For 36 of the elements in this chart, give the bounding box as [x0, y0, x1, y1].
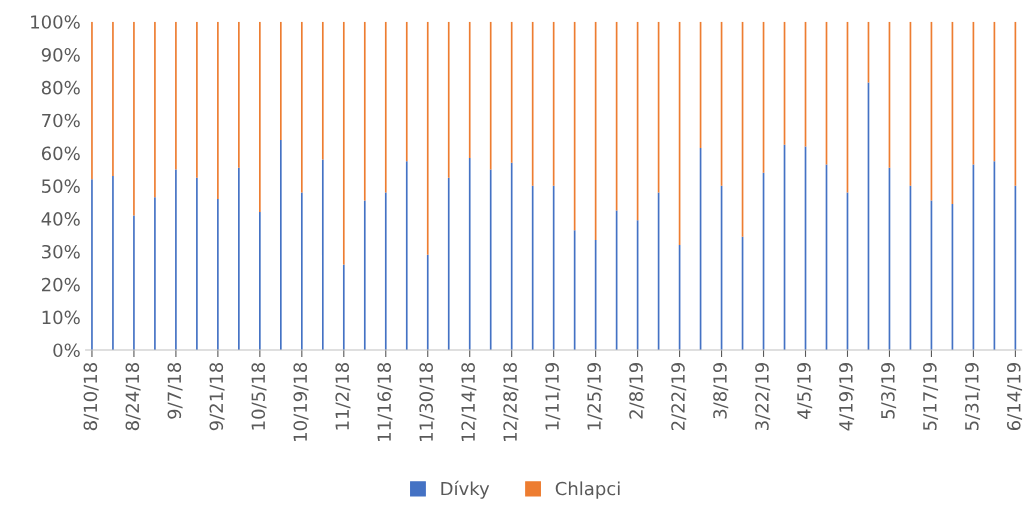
- x-tick-label: 8/24/18: [125, 363, 141, 431]
- x-tick-label: 2/22/19: [671, 363, 687, 431]
- x-tick-label: 12/28/18: [503, 363, 519, 441]
- y-tick-label: 30%: [42, 244, 80, 259]
- x-tick-label: 5/3/19: [881, 363, 897, 419]
- x-tick-label: 10/5/18: [251, 363, 267, 430]
- x-tick-label: 8/10/18: [83, 363, 99, 431]
- x-tick-label: 5/31/19: [964, 363, 981, 430]
- x-tick-label: 6/14/19: [1006, 363, 1023, 431]
- y-tick-label: 10%: [42, 310, 80, 325]
- x-tick-label: 5/17/19: [923, 363, 939, 430]
- x-tick-label: 9/7/18: [167, 363, 183, 419]
- x-tick-label: 10/19/18: [293, 363, 309, 441]
- y-tick-label: 20%: [41, 277, 80, 292]
- x-tick-label: 3/8/19: [713, 363, 729, 419]
- y-tick-label: 0%: [53, 343, 80, 358]
- y-tick-label: 50%: [42, 179, 80, 193]
- x-tick-label: 1/11/19: [545, 363, 561, 430]
- x-tick-label: 11/2/18: [335, 363, 351, 430]
- y-tick-label: 60%: [41, 146, 80, 161]
- x-tick-label: 4/19/19: [839, 363, 855, 431]
- y-tick-label: 80%: [41, 80, 80, 95]
- legend-label: Chlapci: [555, 481, 620, 499]
- x-tick-label: 3/22/19: [755, 363, 771, 430]
- y-tick-label: 40%: [41, 212, 80, 226]
- x-tick-label: 2/8/19: [629, 363, 645, 419]
- x-tick-label: 4/5/19: [797, 363, 813, 419]
- y-tick-label: 100%: [31, 15, 80, 29]
- y-tick-label: 70%: [42, 113, 80, 128]
- x-tick-label: 1/25/19: [587, 363, 603, 430]
- x-tick-label: 9/21/18: [209, 363, 225, 431]
- legend-label: Dívky: [441, 480, 490, 499]
- x-tick-label: 11/16/18: [377, 363, 393, 441]
- y-tick-label: 90%: [41, 48, 80, 62]
- x-tick-label: 11/30/18: [419, 363, 435, 441]
- x-tick-label: 12/14/18: [461, 363, 477, 441]
